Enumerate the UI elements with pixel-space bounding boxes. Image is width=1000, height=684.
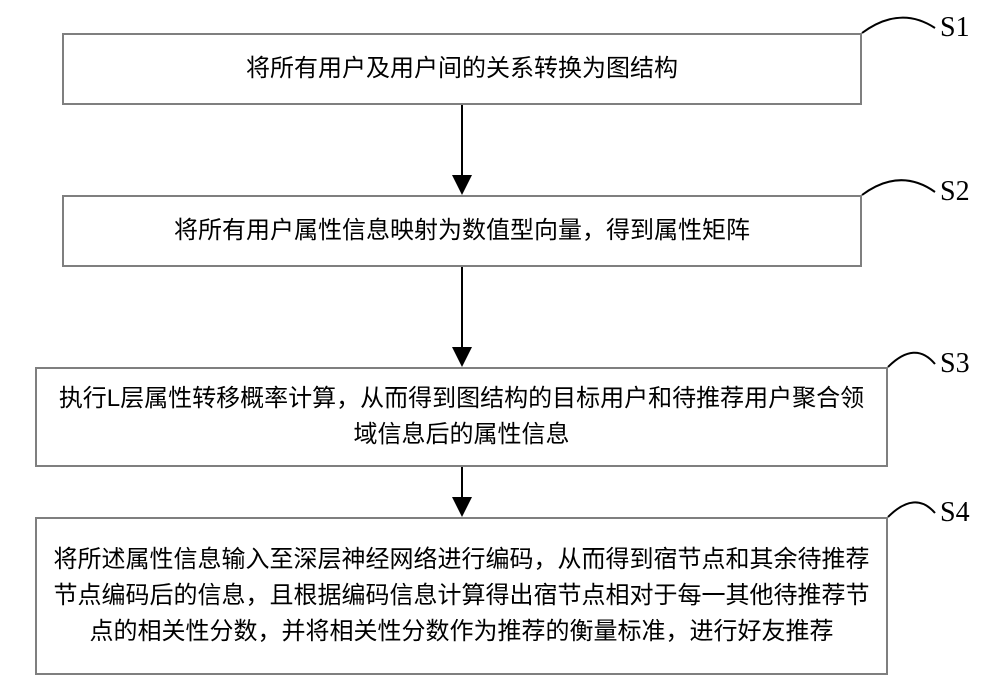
flowchart-canvas: 将所有用户及用户间的关系转换为图结构 将所有用户属性信息映射为数值型向量，得到属…	[0, 0, 1000, 684]
arrow-s3-s4	[0, 0, 1000, 684]
